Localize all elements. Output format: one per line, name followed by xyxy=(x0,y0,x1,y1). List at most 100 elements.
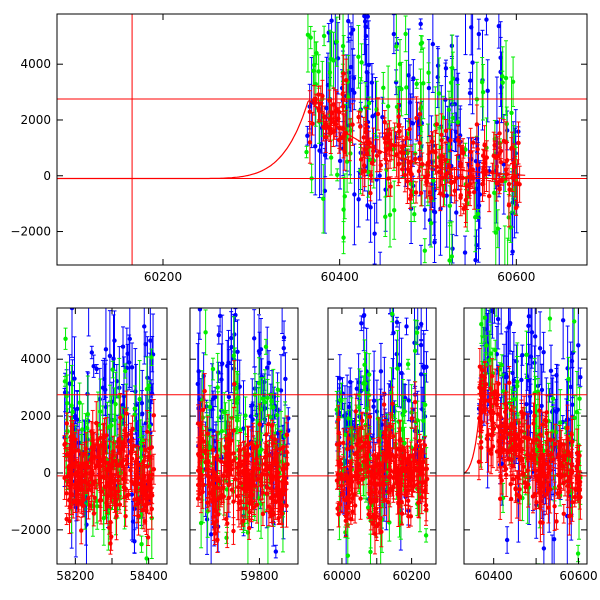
data-point xyxy=(506,181,512,187)
data-point xyxy=(391,31,397,37)
data-point xyxy=(219,428,224,434)
x-tick-label: 58200 xyxy=(56,569,94,583)
data-point xyxy=(352,192,357,197)
data-point xyxy=(273,549,279,554)
data-point xyxy=(226,360,231,365)
data-point xyxy=(232,381,237,387)
data-point xyxy=(450,115,455,121)
data-point xyxy=(447,203,453,209)
data-point xyxy=(510,249,515,254)
data-point xyxy=(475,162,480,168)
data-point xyxy=(470,60,475,65)
data-point xyxy=(304,149,309,155)
data-point xyxy=(417,140,422,146)
data-point xyxy=(368,205,373,210)
data-point xyxy=(447,163,452,169)
data-point xyxy=(101,515,107,521)
data-point xyxy=(78,463,83,469)
data-point xyxy=(337,109,342,115)
data-point xyxy=(440,154,445,159)
data-point xyxy=(407,126,412,132)
data-point xyxy=(93,463,99,469)
data-point xyxy=(275,412,280,418)
data-point xyxy=(98,409,103,414)
data-point xyxy=(387,131,392,137)
data-point xyxy=(329,18,334,23)
data-point xyxy=(429,139,435,144)
data-point xyxy=(73,448,78,454)
data-point xyxy=(216,332,221,338)
data-point xyxy=(260,396,265,401)
data-point xyxy=(265,395,270,401)
data-point xyxy=(74,487,79,493)
data-point xyxy=(497,178,503,184)
data-point xyxy=(452,179,457,184)
data-point xyxy=(389,142,394,148)
data-point xyxy=(320,93,325,99)
data-point xyxy=(70,409,75,415)
data-point xyxy=(141,459,146,464)
data-point xyxy=(464,183,470,189)
data-point xyxy=(83,466,88,472)
data-point xyxy=(408,181,414,187)
data-point xyxy=(458,175,464,180)
data-point xyxy=(115,462,121,467)
data-point xyxy=(334,107,339,112)
data-point xyxy=(475,211,481,217)
data-point xyxy=(232,332,237,337)
data-point xyxy=(222,410,227,415)
data-point xyxy=(84,425,90,431)
data-point xyxy=(476,31,482,37)
data-point xyxy=(504,121,510,127)
data-point xyxy=(394,104,400,110)
data-point xyxy=(145,464,150,469)
data-point xyxy=(404,85,409,90)
data-point xyxy=(110,367,115,372)
y-tick-label: 4000 xyxy=(20,57,51,71)
data-point xyxy=(235,349,240,355)
data-point xyxy=(139,542,144,547)
data-point xyxy=(143,341,148,347)
data-point xyxy=(495,226,500,231)
data-point xyxy=(375,111,381,117)
data-point xyxy=(500,80,505,85)
data-point xyxy=(146,383,152,388)
data-point xyxy=(80,496,86,501)
y-tick-label: 2000 xyxy=(20,409,51,423)
data-point xyxy=(458,164,463,169)
data-point xyxy=(407,100,413,105)
data-point xyxy=(64,421,70,426)
data-point xyxy=(484,17,489,22)
data-point xyxy=(86,496,91,501)
data-point xyxy=(94,366,99,372)
data-point xyxy=(498,55,503,60)
data-point xyxy=(114,502,119,507)
data-point xyxy=(396,124,401,129)
data-point xyxy=(195,381,200,387)
data-point xyxy=(118,415,123,420)
data-point xyxy=(409,172,414,177)
data-point xyxy=(140,411,145,416)
data-point xyxy=(63,441,68,446)
data-point xyxy=(129,365,135,370)
data-point xyxy=(413,156,418,162)
data-point xyxy=(439,132,444,138)
data-point xyxy=(97,464,103,469)
data-point xyxy=(283,376,288,382)
data-point xyxy=(328,131,333,136)
data-point xyxy=(427,150,433,155)
data-point xyxy=(120,344,126,349)
data-point xyxy=(460,151,466,156)
data-point xyxy=(494,181,500,186)
data-point xyxy=(109,534,114,539)
data-point xyxy=(203,330,208,335)
data-point xyxy=(475,146,480,152)
data-point xyxy=(260,511,266,517)
data-point xyxy=(141,507,146,513)
data-point xyxy=(124,461,130,467)
data-point xyxy=(331,102,336,107)
data-point xyxy=(484,155,490,160)
data-point xyxy=(123,494,129,499)
